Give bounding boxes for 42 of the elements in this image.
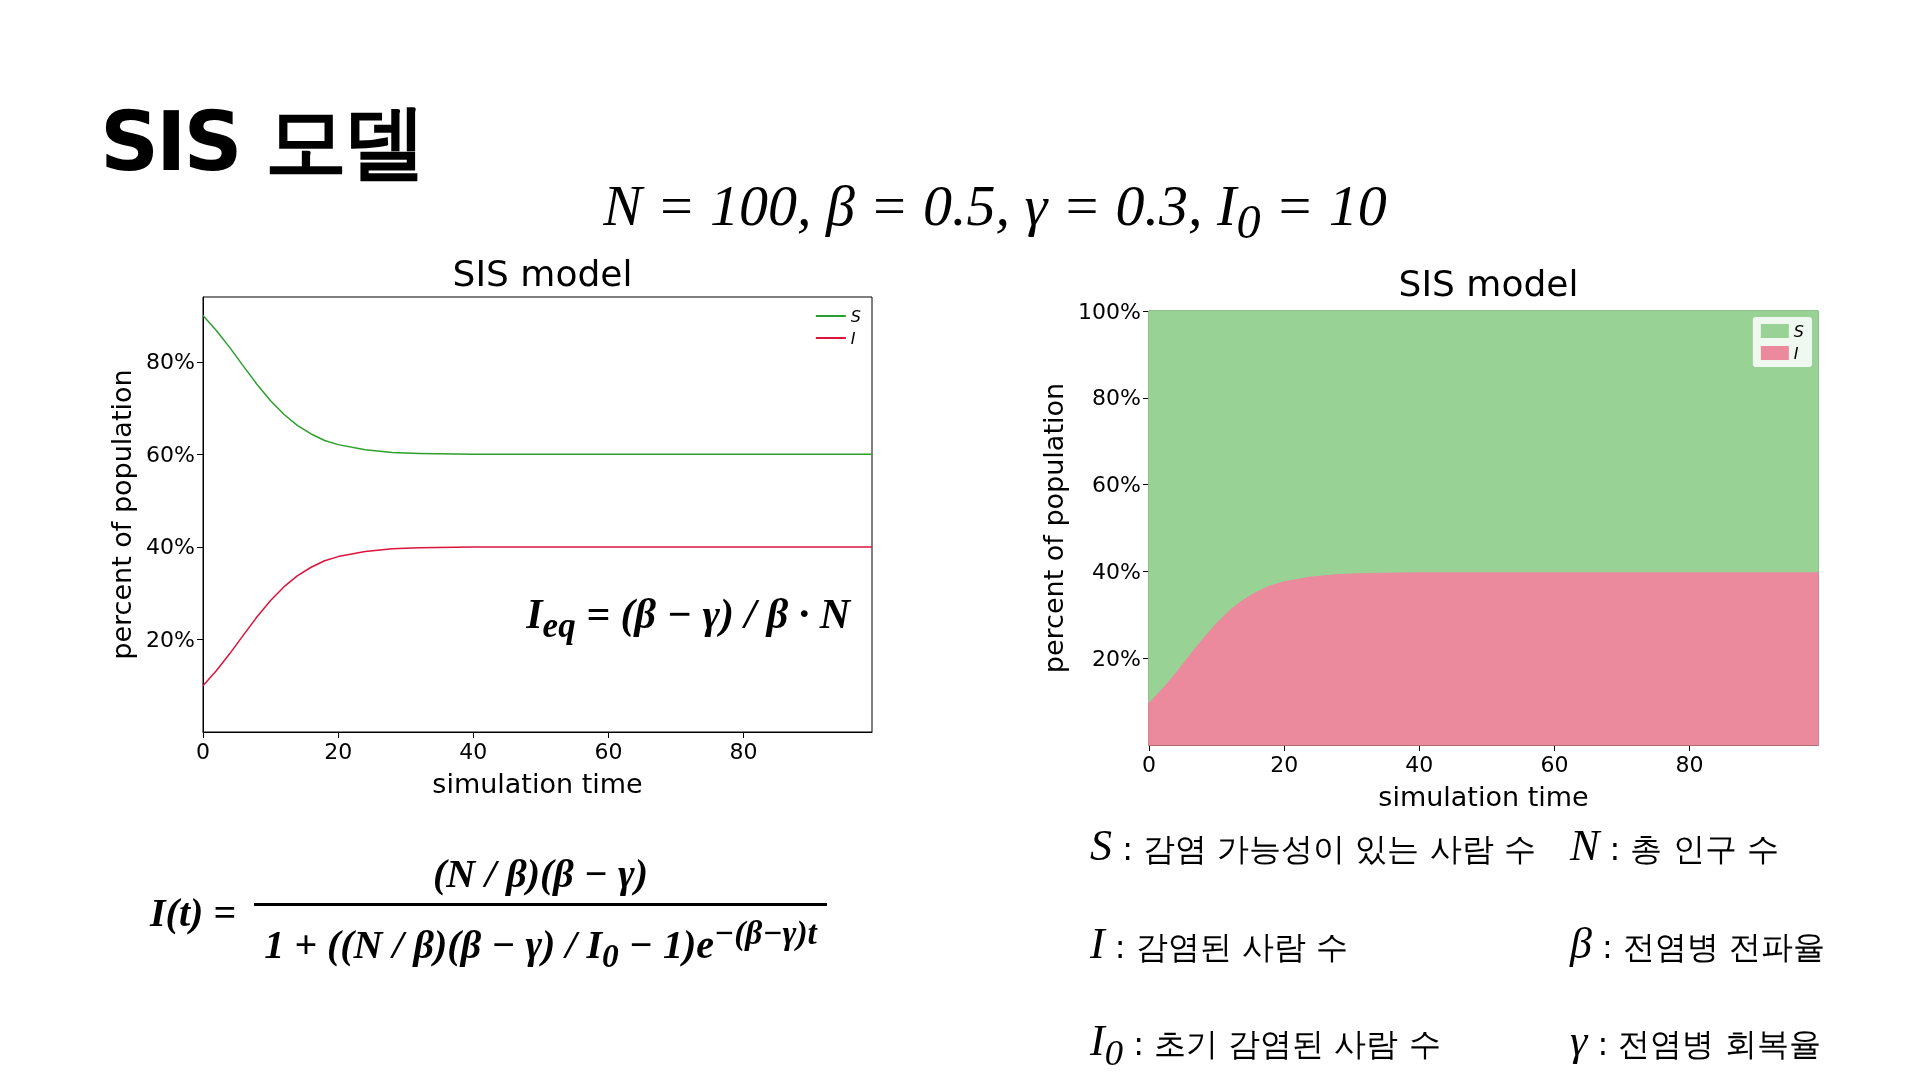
y-tick-label: 80% [1092, 385, 1141, 411]
chart-title: SIS model [452, 252, 633, 294]
x-tick-label: 60 [1540, 751, 1569, 777]
annotation: I$_{eq}$ = (β − γ) / β · N [526, 590, 850, 647]
y-tick-label: 60% [1092, 472, 1141, 498]
y-axis-title: percent of population [1038, 382, 1070, 674]
x-tick-label: 40 [459, 738, 488, 764]
x-tick-label: 60 [594, 738, 623, 764]
x-tick-label: 0 [1142, 751, 1156, 777]
x-tick-label: 20 [324, 738, 353, 764]
y-tick-label: 20% [146, 626, 195, 652]
y-tick-label: 40% [1092, 558, 1141, 584]
chart-title: SIS model [1398, 262, 1579, 304]
line-series [202, 546, 873, 687]
x-tick-label: 80 [729, 738, 758, 764]
text: I$_{0}$ : 초기 감염된 사람 수 [1090, 1015, 1441, 1074]
y-tick-label: 20% [1092, 645, 1141, 671]
y-tick-label: 80% [146, 349, 195, 375]
text: S : 감염 가능성이 있는 사람 수 [1090, 820, 1536, 872]
text: I : 감염된 사람 수 [1090, 918, 1349, 970]
legend-label: S [1793, 321, 1804, 341]
y-tick-label: 40% [146, 534, 195, 560]
x-axis-title: simulation time [432, 768, 643, 799]
x-tick-label: 40 [1405, 751, 1434, 777]
text: 1 + ((N / β)(β − γ) / I$_{0}$ − 1)e$^{−(β−γ)t}$ [254, 903, 827, 976]
text: N : 총 인구 수 [1570, 820, 1779, 872]
legend-label: I [1793, 343, 1799, 363]
y-axis-title: percent of population [106, 369, 138, 660]
y-tick-label: 100% [1078, 298, 1141, 324]
text: I(t) = [150, 889, 237, 937]
x-axis-title: simulation time [1378, 781, 1589, 812]
text: β : 전염병 전파율 [1570, 918, 1826, 970]
x-tick-label: 20 [1270, 751, 1299, 777]
text: N = 100, β = 0.5, γ = 0.3, I$_{0}$ = 10 [603, 173, 1387, 248]
x-tick-label: 0 [196, 738, 210, 764]
y-tick-label: 60% [146, 441, 195, 467]
text: (N / β)(β − γ) [431, 850, 650, 898]
legend-label: I [850, 328, 856, 348]
x-tick-label: 80 [1675, 751, 1704, 777]
text: γ : 전염병 회복율 [1570, 1015, 1821, 1067]
text: SIS 모델 [100, 93, 424, 191]
legend-label: S [850, 306, 861, 326]
